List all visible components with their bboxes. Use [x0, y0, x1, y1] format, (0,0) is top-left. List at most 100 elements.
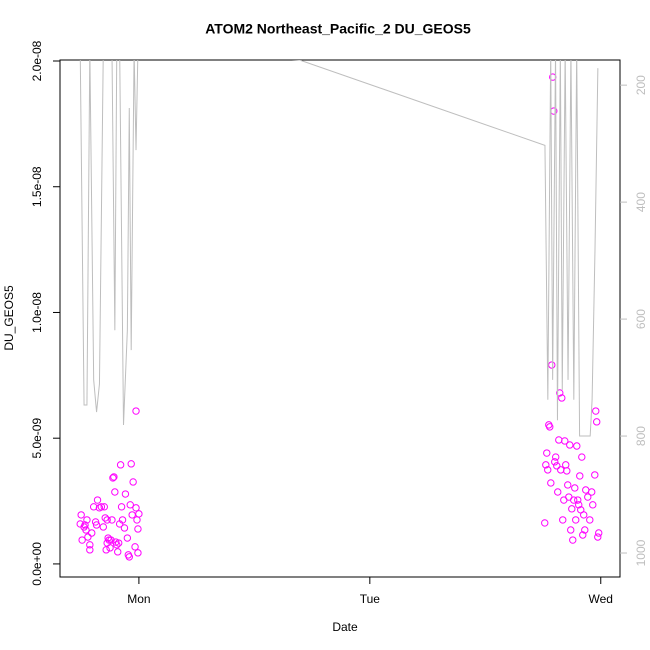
point [77, 511, 85, 519]
x-tick-label: Tue [360, 592, 381, 606]
point [126, 501, 134, 509]
point [114, 548, 122, 556]
point [564, 481, 572, 489]
point [109, 474, 117, 482]
point [108, 516, 116, 524]
point [575, 501, 583, 509]
point [114, 539, 123, 547]
point [127, 460, 135, 468]
point [113, 541, 121, 549]
point [555, 436, 563, 444]
point [117, 503, 126, 511]
y2-tick-label: 200 [634, 75, 648, 95]
point [571, 484, 579, 492]
y-tick-label: 0.0e+00 [30, 542, 44, 586]
y2-tick-label: 400 [634, 192, 648, 212]
point [86, 541, 94, 549]
point [591, 471, 599, 479]
point [581, 526, 589, 534]
y-tick-label: 1.0e-08 [30, 292, 44, 333]
point [134, 525, 142, 533]
point [579, 531, 587, 539]
y2-tick-label: 1000 [634, 539, 648, 566]
plot-area [76, 60, 603, 561]
point [91, 518, 100, 526]
point [580, 511, 588, 519]
point [125, 553, 133, 561]
point [132, 504, 140, 512]
point [92, 521, 101, 529]
x-axis-label: Date [332, 620, 358, 634]
point [82, 526, 90, 534]
point [553, 462, 561, 470]
point [84, 533, 92, 541]
point [567, 526, 575, 534]
point [106, 544, 114, 552]
point [131, 543, 139, 551]
point [544, 466, 552, 474]
point [93, 496, 102, 504]
point [105, 536, 113, 544]
point [584, 493, 592, 501]
point [557, 466, 565, 474]
y-tick-label: 2.0e-08 [30, 40, 44, 81]
point [102, 546, 110, 554]
point [576, 472, 584, 480]
point [100, 503, 108, 511]
y-axis-label: DU_GEOS5 [2, 285, 16, 351]
point [89, 503, 98, 511]
y-tick-label: 1.5e-08 [30, 166, 44, 207]
point [135, 510, 143, 518]
point [99, 523, 107, 531]
point [566, 441, 574, 449]
point [578, 453, 586, 461]
point [558, 394, 566, 402]
point [595, 529, 603, 537]
point [133, 516, 141, 524]
point [568, 505, 576, 513]
point [554, 488, 562, 496]
point [563, 467, 571, 475]
point [110, 473, 118, 481]
point [559, 516, 567, 524]
point [546, 423, 554, 431]
point [120, 524, 129, 532]
point [129, 478, 137, 486]
point [118, 516, 127, 524]
point [88, 529, 96, 537]
plot-frame [59, 59, 621, 578]
point [552, 453, 560, 461]
point [128, 511, 136, 519]
point [548, 361, 556, 369]
point [132, 407, 140, 415]
x-tick-label: Wed [589, 592, 613, 606]
point [81, 521, 89, 529]
point [594, 533, 602, 541]
point [551, 458, 559, 466]
y-tick-label: 5.0e-09 [30, 418, 44, 459]
point [572, 516, 580, 524]
point [561, 437, 569, 445]
point [111, 488, 119, 496]
point [543, 449, 551, 457]
pressure-line [79, 60, 599, 437]
point [86, 546, 94, 554]
point [573, 442, 581, 450]
point [562, 461, 570, 469]
point [569, 536, 577, 544]
point [542, 461, 550, 469]
point [97, 503, 106, 511]
y2-tick-label: 800 [634, 426, 648, 446]
point [134, 549, 142, 557]
point [116, 461, 125, 469]
point [574, 496, 582, 504]
point [589, 501, 597, 509]
y2-tick-label: 600 [634, 309, 648, 329]
x-tick-label: Mon [127, 592, 150, 606]
point [123, 534, 132, 542]
point [547, 479, 555, 487]
point [588, 488, 596, 496]
point [101, 514, 109, 522]
point [556, 389, 564, 397]
